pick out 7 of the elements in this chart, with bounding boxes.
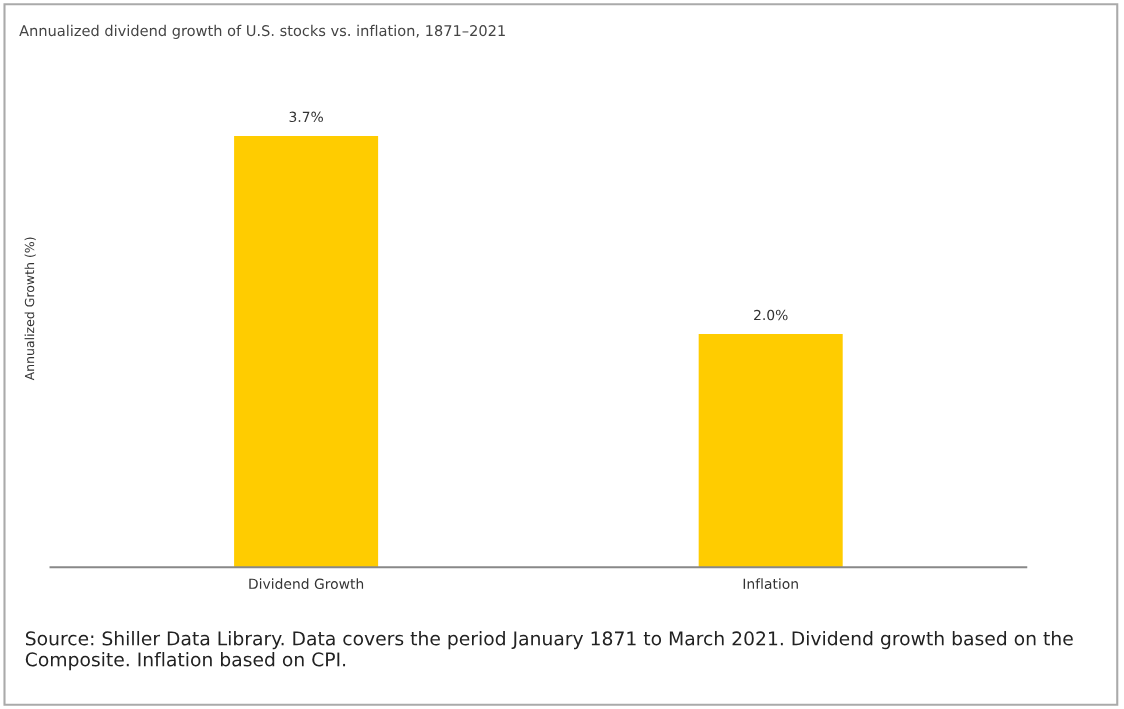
source-note: Source: Shiller Data Library. Data covers the period January 1871 to March 2021. Dividend growth based on the Composite. Inflation based on CPI. bbox=[25, 631, 1073, 671]
data-label: 3.7% bbox=[289, 111, 323, 123]
x-tick-label: Dividend Growth bbox=[249, 578, 364, 590]
chart-title: Annualized dividend growth of U.S. stocks vs. inflation, 1871–2021 bbox=[19, 24, 505, 39]
data-label: 2.0% bbox=[754, 309, 788, 321]
x-tick-label: Inflation bbox=[743, 578, 798, 590]
y-axis-title: Annualized Growth (%) bbox=[24, 237, 36, 381]
